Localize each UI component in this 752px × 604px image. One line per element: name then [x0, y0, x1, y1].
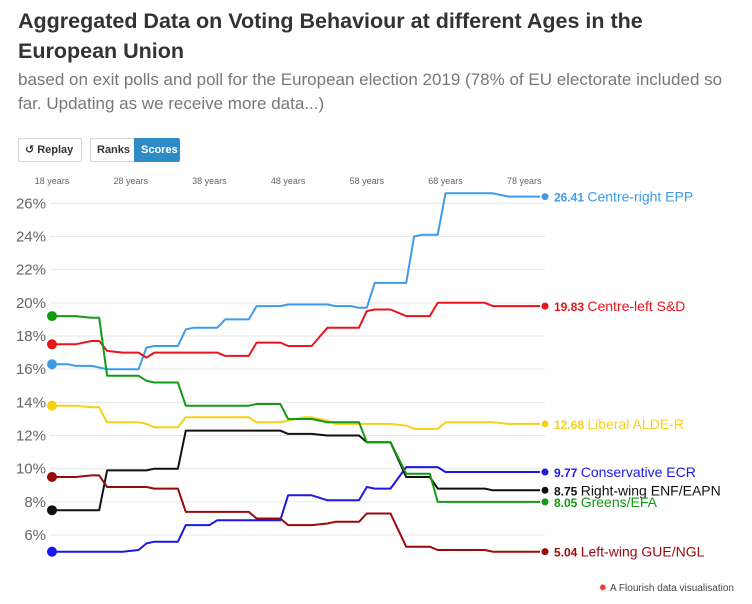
series-start-dot — [47, 546, 57, 557]
x-tick-label: 48 years — [271, 176, 306, 186]
series-end-dot — [541, 193, 549, 201]
series-end-label: 19.83 Centre-left S&D — [554, 298, 685, 314]
series-start-dot — [47, 400, 57, 411]
y-tick-label: 20% — [16, 295, 46, 312]
series-line[interactable] — [52, 315, 540, 503]
series-end-value: 26.41 — [554, 191, 587, 205]
series-end-value: 8.75 — [554, 484, 581, 498]
series-end-dot — [541, 302, 549, 310]
y-tick-label: 26% — [16, 195, 46, 212]
series-end-value: 9.77 — [554, 466, 581, 480]
y-tick-label: 16% — [16, 361, 46, 378]
y-tick-label: 12% — [16, 428, 46, 445]
replay-icon: ↺ — [25, 144, 35, 156]
replay-button[interactable]: ↺ Replay — [18, 138, 82, 162]
flourish-credit[interactable]: ✹ A Flourish data visualisation — [599, 583, 734, 594]
series-name: Conservative ECR — [581, 464, 696, 480]
series-line[interactable] — [52, 301, 540, 359]
series-end-dot — [541, 420, 549, 428]
y-tick-label: 18% — [16, 328, 46, 345]
series-start-dot — [47, 339, 57, 350]
series-start-dot — [47, 505, 57, 516]
chart-title: Aggregated Data on Voting Behaviour at d… — [18, 9, 643, 63]
series-name: Liberal ALDE-R — [587, 416, 684, 432]
x-tick-label: 38 years — [192, 176, 227, 186]
series-end-value: 19.83 — [554, 300, 587, 314]
series-end-dot — [541, 548, 549, 556]
series-line[interactable] — [52, 474, 540, 553]
series-end-label: 9.77 Conservative ECR — [554, 464, 696, 480]
ranks-toggle-button[interactable]: Ranks — [90, 138, 135, 162]
series-name: Greens/EFA — [581, 494, 658, 510]
x-tick-label: 78 years — [507, 176, 542, 186]
axis-labels: 6% 8% 10% 12% 14% 16% 18% 20% 22% 24% 26% 18 years 2… — [16, 176, 542, 544]
series-end-label: 26.41 Centre-right EPP — [554, 189, 693, 205]
series-name: Right-wing ENF/EAPN — [581, 482, 721, 498]
x-tick-label: 68 years — [428, 176, 463, 186]
y-tick-label: 24% — [16, 228, 46, 245]
series-end-label: 8.75 Right-wing ENF/EAPN — [554, 482, 721, 498]
series-end-label: 12.68 Liberal ALDE-R — [554, 416, 684, 432]
series-end-dot — [541, 486, 549, 494]
replay-label: Replay — [37, 144, 74, 156]
series-end-dot — [541, 498, 549, 506]
end-labels: 26.41 Centre-right EPP 19.83 Centre-left … — [541, 189, 721, 560]
x-tick-label: 18 years — [35, 176, 70, 186]
series-lines — [47, 192, 540, 557]
series-start-dot — [47, 311, 57, 322]
y-tick-label: 8% — [24, 494, 46, 511]
series-line[interactable] — [52, 192, 540, 371]
series-line[interactable] — [52, 429, 540, 512]
series-end-label: 5.04 Left-wing GUE/NGL — [554, 544, 705, 560]
series-end-value: 12.68 — [554, 418, 587, 432]
series-end-label: 8.05 Greens/EFA — [554, 494, 658, 510]
series-start-dot — [47, 472, 57, 483]
x-tick-label: 58 years — [350, 176, 385, 186]
chart-subtitle: based on exit polls and poll for the Eur… — [18, 70, 723, 113]
x-tick-label: 28 years — [113, 176, 148, 186]
flourish-credit-text: A Flourish data visualisation — [610, 583, 734, 594]
series-line[interactable] — [52, 404, 540, 430]
series-end-dot — [541, 468, 549, 476]
series-line[interactable] — [52, 466, 540, 553]
series-name: Left-wing GUE/NGL — [581, 544, 705, 560]
series-name: Centre-left S&D — [587, 298, 685, 314]
series-end-value: 5.04 — [554, 546, 581, 560]
series-name: Centre-right EPP — [587, 189, 693, 205]
series-start-dot — [47, 359, 57, 370]
y-tick-label: 22% — [16, 262, 46, 279]
y-tick-label: 14% — [16, 394, 46, 411]
series-end-value: 8.05 — [554, 496, 581, 510]
y-tick-label: 10% — [16, 461, 46, 478]
flourish-logo-icon: ✹ — [598, 583, 608, 594]
y-tick-label: 6% — [24, 527, 46, 544]
scores-toggle-button[interactable]: Scores — [134, 138, 180, 162]
